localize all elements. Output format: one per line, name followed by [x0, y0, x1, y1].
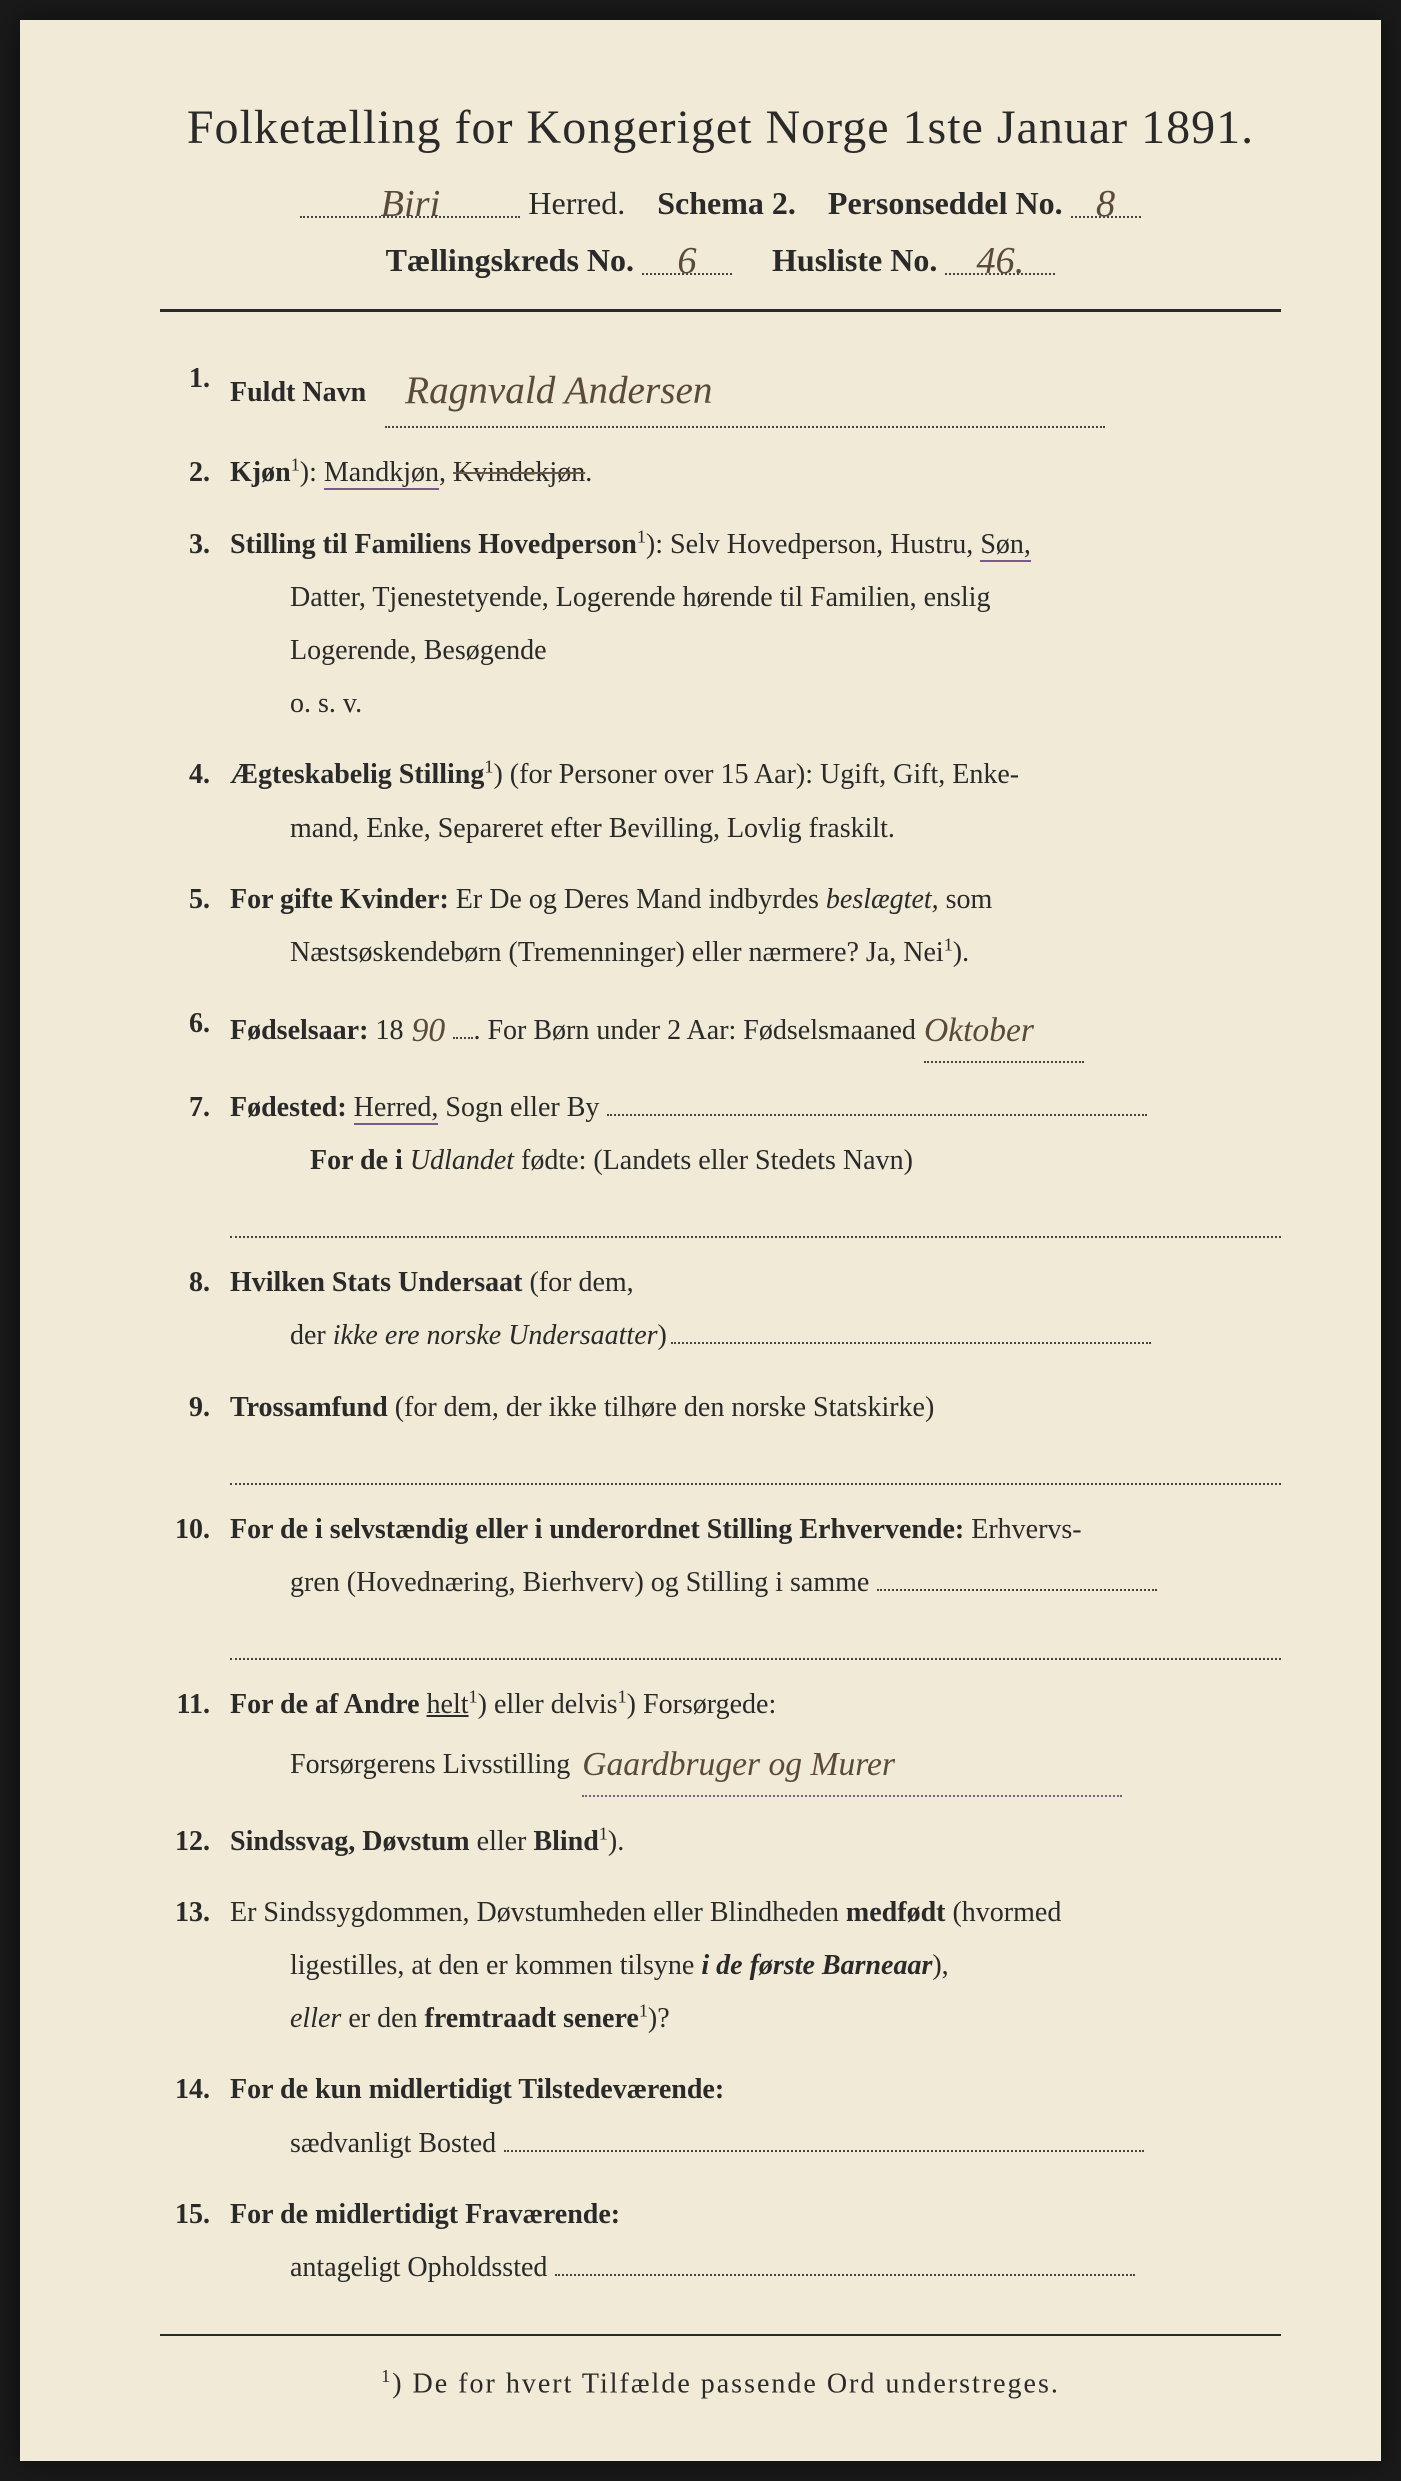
- item-9: 9. Trossamfund (for dem, der ikke tilhør…: [160, 1381, 1281, 1485]
- item-13: 13. Er Sindssygdommen, Døvstumheden elle…: [160, 1886, 1281, 2046]
- form-header: Folketælling for Kongeriget Norge 1ste J…: [160, 100, 1281, 279]
- item-15: 15. For de midlertidigt Fraværende: anta…: [160, 2188, 1281, 2294]
- item-11: 11. For de af Andre helt1) eller delvis1…: [160, 1678, 1281, 1797]
- personseddel-field: 8: [1071, 180, 1141, 218]
- form-title: Folketælling for Kongeriget Norge 1ste J…: [160, 100, 1281, 155]
- item-8: 8. Hvilken Stats Undersaat (for dem, der…: [160, 1256, 1281, 1362]
- header-row-1: Biri Herred. Schema 2. Personseddel No. …: [160, 180, 1281, 222]
- item-1: 1. Fuldt Navn Ragnvald Andersen: [160, 352, 1281, 428]
- census-form-page: Folketælling for Kongeriget Norge 1ste J…: [20, 20, 1381, 2461]
- item-6: 6. Fødselsaar: 1890. For Børn under 2 Aa…: [160, 997, 1281, 1063]
- item-2: 2. Kjøn1): Mandkjøn, Kvindekjøn.: [160, 446, 1281, 499]
- item-12: 12. Sindssvag, Døvstum eller Blind1).: [160, 1815, 1281, 1868]
- kreds-field: 6: [642, 237, 732, 275]
- name-field: Ragnvald Andersen: [385, 352, 1105, 428]
- husliste-field: 46.: [945, 237, 1055, 275]
- item-5: 5. For gifte Kvinder: Er De og Deres Man…: [160, 873, 1281, 979]
- footnote: 1) De for hvert Tilfælde passende Ord un…: [160, 2366, 1281, 2400]
- header-row-2: Tællingskreds No. 6 Husliste No. 46.: [160, 237, 1281, 279]
- personseddel-label: Personseddel No.: [828, 185, 1063, 222]
- header-divider: [160, 309, 1281, 312]
- item-10: 10. For de i selvstændig eller i underor…: [160, 1503, 1281, 1660]
- kreds-label: Tællingskreds No.: [386, 242, 634, 279]
- form-items: 1. Fuldt Navn Ragnvald Andersen 2. Kjøn1…: [160, 352, 1281, 2294]
- husliste-label: Husliste No.: [772, 242, 937, 279]
- herred-field: Biri: [300, 180, 520, 218]
- item-4: 4. Ægteskabelig Stilling1) (for Personer…: [160, 748, 1281, 854]
- footnote-divider: [160, 2334, 1281, 2336]
- item-14: 14. For de kun midlertidigt Tilstedevære…: [160, 2063, 1281, 2169]
- item-3: 3. Stilling til Familiens Hovedperson1):…: [160, 518, 1281, 731]
- herred-label: Herred.: [528, 185, 625, 222]
- schema-label: Schema 2.: [657, 185, 796, 222]
- item-7: 7. Fødested: Herred, Sogn eller By For d…: [160, 1081, 1281, 1238]
